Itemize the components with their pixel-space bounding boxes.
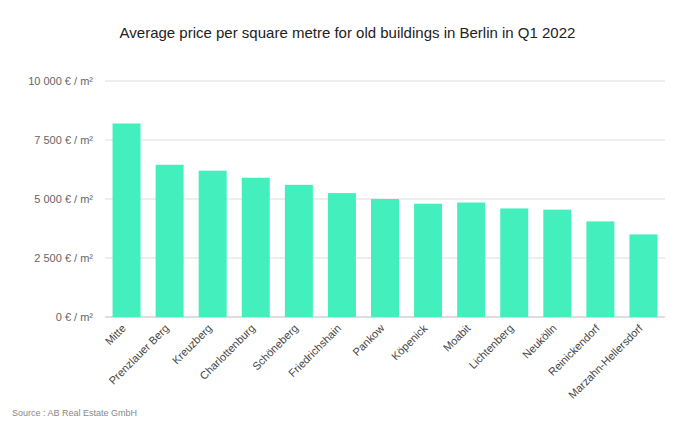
bar <box>500 208 528 317</box>
y-tick-label: 5 000 € / m² <box>34 193 93 205</box>
chart-container: Average price per square metre for old b… <box>0 0 695 429</box>
y-tick-label: 2 500 € / m² <box>34 252 93 264</box>
x-tick-label: Lichtenberg <box>467 322 516 371</box>
x-tick-label: Friedrichshain <box>286 322 343 379</box>
bar <box>414 204 442 317</box>
bar <box>156 165 184 317</box>
bar <box>199 171 227 317</box>
bar <box>113 123 141 317</box>
bar <box>242 178 270 317</box>
x-tick-label: Prenzlauer Berg <box>106 322 171 387</box>
y-tick-label: 10 000 € / m² <box>28 75 93 87</box>
bar <box>285 185 313 317</box>
y-tick-label: 0 € / m² <box>56 311 94 323</box>
bar <box>586 221 614 317</box>
bar <box>457 203 485 317</box>
bar <box>629 234 657 317</box>
bars <box>113 123 658 317</box>
x-tick-label: Neukölln <box>520 322 559 361</box>
grid-line <box>105 81 665 82</box>
grid <box>105 81 665 317</box>
bar <box>328 193 356 317</box>
source: Source : AB Real Estate GmbH <box>12 408 137 418</box>
x-tick-label: Marzahn-Hellersdorf <box>566 321 646 401</box>
x-tick-label: Moabit <box>441 322 473 354</box>
x-tick-label: Köpenick <box>389 322 430 363</box>
x-tick-label: Kreuzberg <box>170 322 214 366</box>
grid-line <box>105 140 665 141</box>
x-tick-label: Mitte <box>103 322 128 347</box>
title: Average price per square metre for old b… <box>120 24 576 41</box>
bar <box>543 210 571 317</box>
x-tick-label: Charlottenburg <box>197 322 257 382</box>
chart-svg: Average price per square metre for old b… <box>0 0 695 429</box>
y-tick-label: 7 500 € / m² <box>34 134 93 146</box>
bar <box>371 199 399 317</box>
x-tick-label: Pankow <box>350 322 386 358</box>
